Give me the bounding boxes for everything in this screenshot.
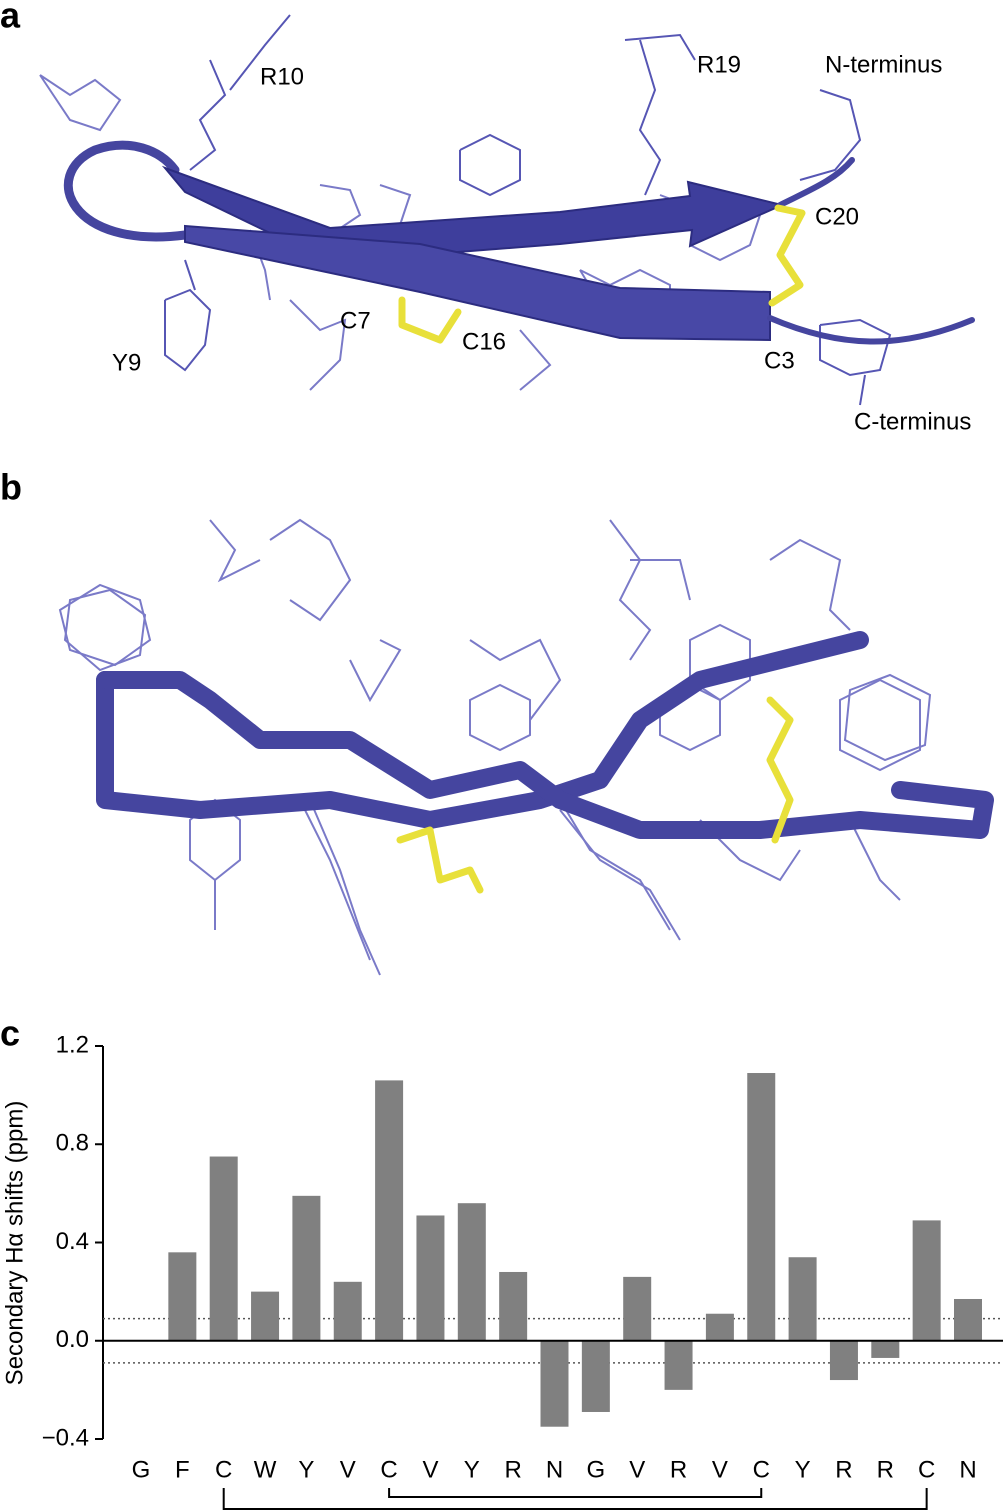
y-tick-label: 1.2 xyxy=(56,1031,89,1058)
residue-label: N-terminus xyxy=(825,51,942,78)
bar xyxy=(623,1276,652,1341)
residue-label: R10 xyxy=(260,63,304,90)
residue-label: C7 xyxy=(340,307,371,334)
x-tick-label: G xyxy=(587,1456,606,1483)
x-tick-label: C xyxy=(918,1456,935,1483)
bar-chart: Secondary Hα shifts (ppm) xyxy=(1,1046,104,1439)
x-tick-label: N xyxy=(959,1456,976,1483)
x-tick-label: G xyxy=(132,1456,151,1483)
y-tick-label: 0.4 xyxy=(56,1228,89,1255)
bar xyxy=(251,1291,280,1341)
bar xyxy=(747,1073,776,1341)
residue-label: C-terminus xyxy=(854,408,971,435)
x-tick-label: C xyxy=(215,1456,232,1483)
bar xyxy=(829,1340,858,1381)
bar xyxy=(581,1340,610,1412)
x-tick-label: F xyxy=(175,1456,190,1483)
y-tick-label: −0.4 xyxy=(42,1424,89,1451)
structure-a xyxy=(39,14,975,406)
bar xyxy=(705,1313,734,1341)
bar xyxy=(540,1340,569,1427)
y-tick-label: 0.0 xyxy=(56,1326,89,1353)
bar xyxy=(333,1281,362,1341)
bar xyxy=(416,1215,445,1341)
panel-label: a xyxy=(0,0,21,36)
x-tick-label: R xyxy=(835,1456,852,1483)
x-tick-label: V xyxy=(422,1456,438,1483)
bar xyxy=(788,1257,817,1341)
bar xyxy=(457,1203,486,1341)
x-tick-label: Y xyxy=(298,1456,314,1483)
x-tick-label: R xyxy=(504,1456,521,1483)
x-tick-label: R xyxy=(877,1456,894,1483)
disulfide-connector xyxy=(388,1488,763,1498)
x-tick-label: C xyxy=(753,1456,770,1483)
bar xyxy=(209,1156,238,1341)
residue-label: C3 xyxy=(764,347,795,374)
bar xyxy=(499,1271,528,1341)
bar xyxy=(871,1340,900,1358)
panel-label: b xyxy=(0,467,22,508)
residue-label: C20 xyxy=(815,203,859,230)
x-tick-label: V xyxy=(629,1456,645,1483)
x-tick-label: V xyxy=(340,1456,356,1483)
x-tick-label: Y xyxy=(464,1456,480,1483)
disulfide-connector xyxy=(222,1488,928,1510)
bar xyxy=(292,1195,321,1341)
bar xyxy=(954,1298,982,1341)
x-tick-label: C xyxy=(380,1456,397,1483)
x-tick-label: N xyxy=(546,1456,563,1483)
bar xyxy=(168,1252,197,1341)
x-tick-label: W xyxy=(254,1456,277,1483)
panel-label: c xyxy=(0,1013,20,1054)
bar xyxy=(912,1220,941,1341)
x-tick-label: Y xyxy=(795,1456,811,1483)
residue-label: R19 xyxy=(697,51,741,78)
structure-b xyxy=(58,518,994,976)
residue-label: C16 xyxy=(462,328,506,355)
y-tick-label: 0.8 xyxy=(56,1130,89,1157)
x-tick-label: V xyxy=(712,1456,728,1483)
residue-label: Y9 xyxy=(112,349,141,376)
bar xyxy=(664,1340,693,1390)
bar xyxy=(375,1080,404,1341)
x-tick-label: R xyxy=(670,1456,687,1483)
y-axis-label: Secondary Hα shifts (ppm) xyxy=(1,1101,28,1386)
